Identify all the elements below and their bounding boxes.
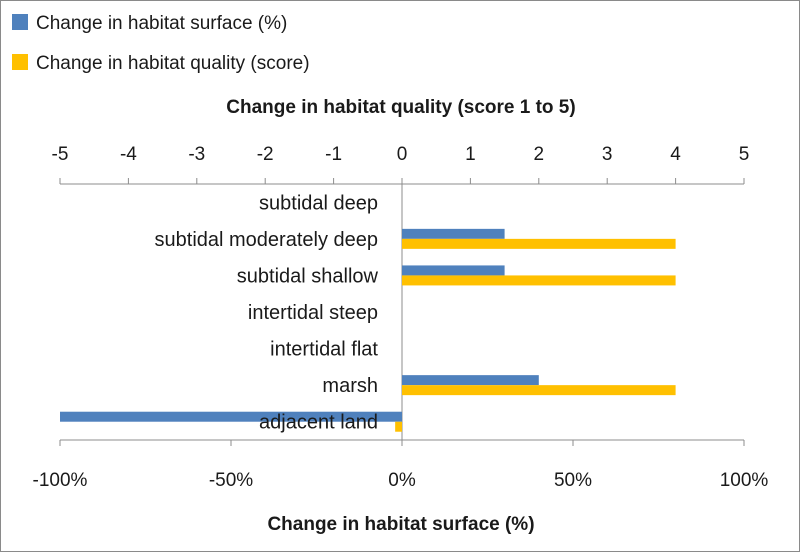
top-tick-label: 3 bbox=[602, 144, 613, 165]
category-label: intertidal flat bbox=[270, 339, 378, 361]
top-axis-title: Change in habitat quality (score 1 to 5) bbox=[226, 97, 575, 118]
legend-label-1: Change in habitat quality (score) bbox=[36, 53, 310, 74]
top-tick-label: 5 bbox=[739, 144, 750, 165]
top-tick-label: 4 bbox=[670, 144, 681, 165]
bottom-tick-label: -50% bbox=[209, 470, 253, 491]
bar-quality bbox=[402, 275, 676, 286]
bottom-tick-label: -100% bbox=[33, 470, 88, 491]
bottom-tick-label: 50% bbox=[554, 470, 592, 491]
top-tick-label: 1 bbox=[465, 144, 476, 165]
bar-quality bbox=[402, 385, 676, 396]
bars bbox=[60, 228, 676, 432]
top-tick-label: 2 bbox=[534, 144, 545, 165]
top-tick-label: -5 bbox=[52, 144, 69, 165]
bar-surface bbox=[402, 228, 505, 239]
bottom-axis: -100% -50% 0% 50% 100% bbox=[33, 184, 769, 491]
bar-quality bbox=[402, 238, 676, 249]
top-tick-label: -3 bbox=[188, 144, 205, 165]
category-label: adjacent land bbox=[259, 412, 378, 434]
bar-surface bbox=[402, 265, 505, 276]
bar-surface bbox=[402, 375, 539, 386]
top-tick-label: -1 bbox=[325, 144, 342, 165]
category-labels: subtidal deep subtidal moderately deep sub… bbox=[155, 192, 379, 433]
legend: Change in habitat surface (%) Change in h… bbox=[12, 13, 310, 74]
bottom-axis-title: Change in habitat surface (%) bbox=[267, 514, 534, 535]
top-tick-label: -4 bbox=[120, 144, 137, 165]
bar-surface bbox=[60, 411, 402, 422]
legend-swatch-0 bbox=[12, 14, 28, 30]
top-tick-label: 0 bbox=[397, 144, 408, 165]
legend-label-0: Change in habitat surface (%) bbox=[36, 13, 287, 34]
category-label: subtidal deep bbox=[259, 192, 378, 214]
bottom-tick-label: 100% bbox=[720, 470, 769, 491]
top-tick-label: -2 bbox=[257, 144, 274, 165]
category-label: marsh bbox=[322, 375, 378, 397]
legend-swatch-1 bbox=[12, 54, 28, 70]
bottom-tick-label: 0% bbox=[388, 470, 416, 491]
bar-quality bbox=[395, 421, 402, 432]
category-label: intertidal steep bbox=[248, 302, 378, 324]
category-label: subtidal moderately deep bbox=[155, 229, 378, 251]
top-axis: -5 -4 -3 -2 -1 0 1 2 3 4 5 bbox=[52, 144, 750, 185]
category-label: subtidal shallow bbox=[237, 265, 379, 287]
